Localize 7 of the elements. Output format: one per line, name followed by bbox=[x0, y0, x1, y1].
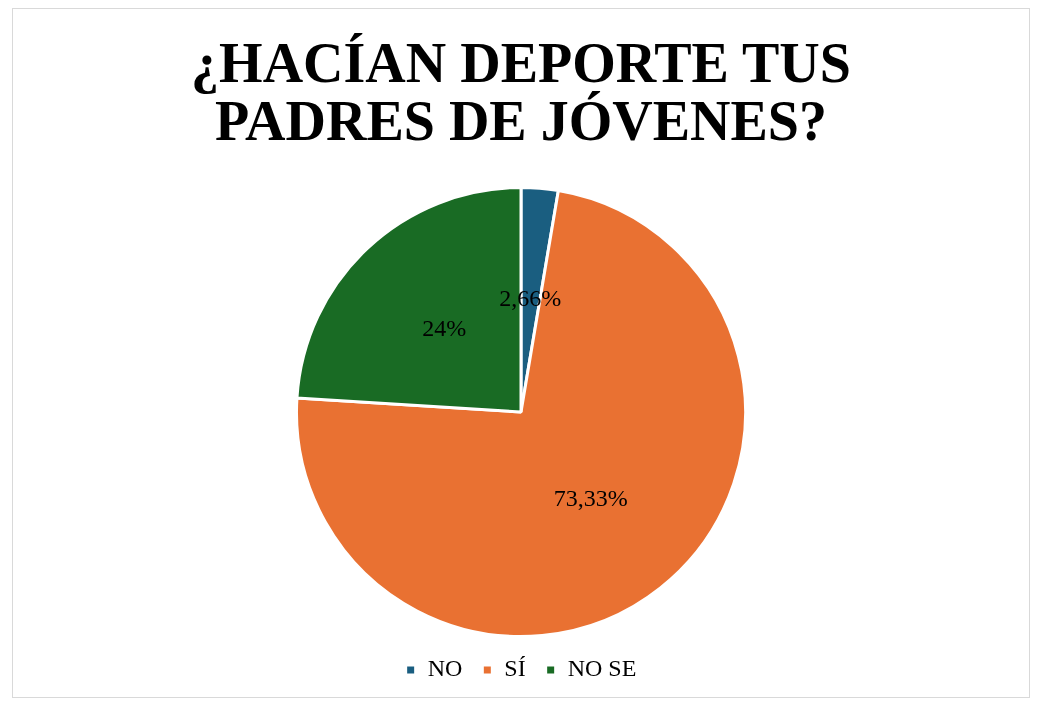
chart-title: ¿HACÍAN DEPORTE TUS PADRES DE JÓVENES? bbox=[190, 32, 852, 152]
legend-label: SÍ bbox=[504, 655, 526, 682]
data-label: 2,66% bbox=[499, 285, 562, 312]
data-label: 73,33% bbox=[553, 485, 628, 512]
legend-label: NO bbox=[427, 655, 463, 682]
legend-label: NO SE bbox=[567, 655, 637, 682]
data-label: 24% bbox=[422, 315, 467, 342]
